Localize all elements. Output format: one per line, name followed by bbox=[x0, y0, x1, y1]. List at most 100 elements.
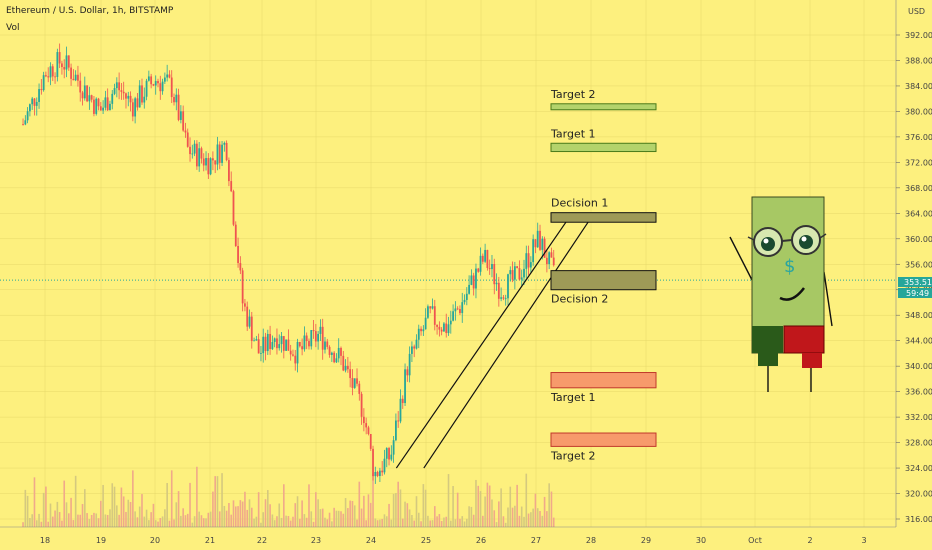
channel-lines[interactable] bbox=[395, 212, 595, 469]
candle-body bbox=[305, 335, 308, 342]
candle-body bbox=[328, 346, 331, 355]
candle-body bbox=[212, 158, 214, 161]
volume-bar bbox=[136, 517, 139, 527]
price-axis[interactable]: USD 316.00 320.00 324.00 328.00 332.00 336.00… bbox=[895, 0, 932, 550]
candle-body bbox=[427, 306, 429, 318]
price-zone[interactable] bbox=[550, 372, 657, 389]
volume-bar bbox=[294, 503, 297, 527]
volume-bar bbox=[93, 512, 95, 527]
volume-bar bbox=[207, 512, 210, 527]
candle-body bbox=[298, 341, 301, 347]
volume-bar bbox=[232, 500, 235, 527]
zone-label: Decision 2 bbox=[551, 293, 608, 306]
candle-body bbox=[248, 316, 251, 327]
x-tick-label: 30 bbox=[696, 536, 706, 545]
y-tick-label: 372.00 bbox=[905, 158, 932, 167]
volume-bar bbox=[234, 506, 237, 527]
candle-body bbox=[491, 264, 493, 270]
candle-body bbox=[93, 99, 95, 114]
y-tick-label: 368.00 bbox=[905, 184, 932, 193]
volume-bar bbox=[543, 496, 546, 527]
candle-body bbox=[200, 148, 203, 159]
candle-body bbox=[207, 158, 210, 175]
volume-bar bbox=[40, 521, 43, 527]
candle-body bbox=[326, 341, 329, 347]
price-zone[interactable] bbox=[550, 212, 657, 223]
volume-bar bbox=[239, 500, 242, 527]
candle-body bbox=[230, 181, 233, 192]
volume-bar bbox=[299, 518, 301, 527]
volume-bar bbox=[312, 521, 315, 527]
candle-body bbox=[125, 93, 127, 99]
candle-body bbox=[420, 328, 422, 332]
volume-bar bbox=[250, 507, 253, 527]
candle-body bbox=[314, 331, 317, 342]
volume-bar bbox=[246, 509, 249, 527]
channel-line[interactable] bbox=[423, 212, 595, 469]
candle-body bbox=[365, 423, 368, 428]
volume-bar bbox=[475, 479, 477, 527]
volume-bar bbox=[546, 511, 548, 527]
volume-bar bbox=[198, 511, 200, 527]
candle-body bbox=[349, 369, 352, 379]
candle-body bbox=[90, 95, 93, 100]
volume-bar bbox=[477, 485, 480, 527]
candle-body bbox=[406, 369, 409, 376]
candle-body bbox=[216, 144, 219, 165]
volume-bar bbox=[408, 509, 411, 527]
time-axis[interactable]: 18 19 20 21 22 23 24 25 26 27 28 29 30 Oct 2 3 bbox=[0, 526, 896, 545]
candle-body bbox=[395, 420, 397, 441]
candle-body bbox=[118, 82, 121, 91]
volume-bar bbox=[225, 510, 228, 527]
volume-bar bbox=[205, 518, 207, 527]
candle-body bbox=[193, 143, 196, 154]
candle-body bbox=[264, 336, 267, 352]
price-zone[interactable] bbox=[550, 142, 657, 153]
price-zone[interactable] bbox=[550, 270, 657, 291]
volume-bar bbox=[132, 470, 134, 527]
volume-bar bbox=[120, 487, 123, 527]
volume-bar bbox=[285, 515, 287, 527]
volume-bar bbox=[305, 517, 308, 527]
volume-bar bbox=[170, 470, 173, 527]
candle-body bbox=[493, 264, 496, 285]
volume-bar bbox=[303, 514, 306, 527]
volume-bar bbox=[459, 518, 461, 527]
price-zones[interactable]: Target 2 Target 1 Decision 1 Decision 2 Targ… bbox=[550, 88, 657, 463]
candle-body bbox=[111, 93, 114, 104]
channel-line[interactable] bbox=[395, 212, 573, 469]
volume-bar bbox=[390, 519, 393, 527]
candle-body bbox=[225, 142, 228, 161]
volume-bar bbox=[337, 510, 340, 527]
countdown-value: 59:49 bbox=[906, 289, 929, 298]
price-zone[interactable] bbox=[550, 103, 657, 111]
volume-bar bbox=[413, 520, 416, 527]
volume-bar bbox=[61, 520, 63, 527]
volume-bar bbox=[230, 514, 233, 527]
volume-bar bbox=[422, 484, 425, 527]
candle-body bbox=[109, 103, 111, 111]
candle-body bbox=[399, 398, 402, 422]
volume-bar bbox=[193, 516, 196, 527]
volume-bar bbox=[202, 518, 205, 527]
candle-body bbox=[518, 268, 521, 280]
volume-bar bbox=[527, 513, 530, 527]
volume-bar bbox=[310, 511, 313, 527]
volume-bar bbox=[253, 518, 255, 527]
candle-body bbox=[223, 142, 226, 145]
volume-bar bbox=[148, 520, 150, 527]
candle-body bbox=[129, 95, 132, 103]
volume-bar bbox=[122, 496, 125, 527]
candle-body bbox=[177, 94, 180, 120]
x-tick-label: 27 bbox=[531, 536, 541, 545]
zone-label: Target 2 bbox=[550, 449, 596, 462]
candle-body bbox=[31, 98, 34, 105]
candle-body bbox=[520, 277, 523, 280]
candle-body bbox=[246, 306, 249, 327]
y-tick-label: 316.00 bbox=[905, 515, 932, 524]
volume-bar bbox=[200, 515, 203, 527]
candle-body bbox=[504, 298, 507, 300]
candle-body bbox=[488, 267, 491, 270]
price-zone[interactable] bbox=[550, 432, 657, 447]
